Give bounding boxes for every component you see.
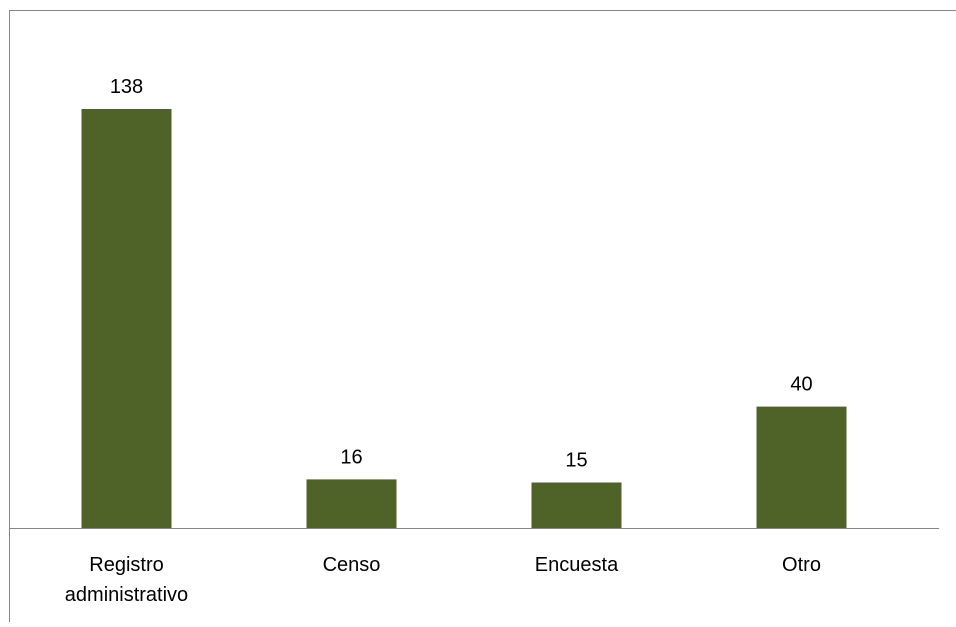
category-label-0-line-1: administrativo	[65, 584, 188, 606]
data-label-1: 16	[340, 446, 362, 468]
data-label-3: 40	[790, 374, 812, 396]
category-label-1: Censo	[323, 554, 381, 576]
category-label-3: Otro	[782, 554, 821, 576]
data-label-group: 138 16 15 40	[110, 76, 813, 472]
category-label-2: Encuesta	[535, 554, 619, 576]
bar-1	[306, 479, 397, 528]
bar-2	[531, 482, 622, 528]
category-label-group: Registro administrativo Censo Encuesta Otro	[65, 554, 821, 606]
category-label-0-line-0: Registro	[89, 554, 163, 576]
data-label-2: 15	[565, 450, 587, 472]
bar-3	[756, 406, 847, 528]
bar-group	[81, 109, 847, 528]
bar-0	[81, 109, 172, 528]
data-label-0: 138	[110, 76, 143, 98]
